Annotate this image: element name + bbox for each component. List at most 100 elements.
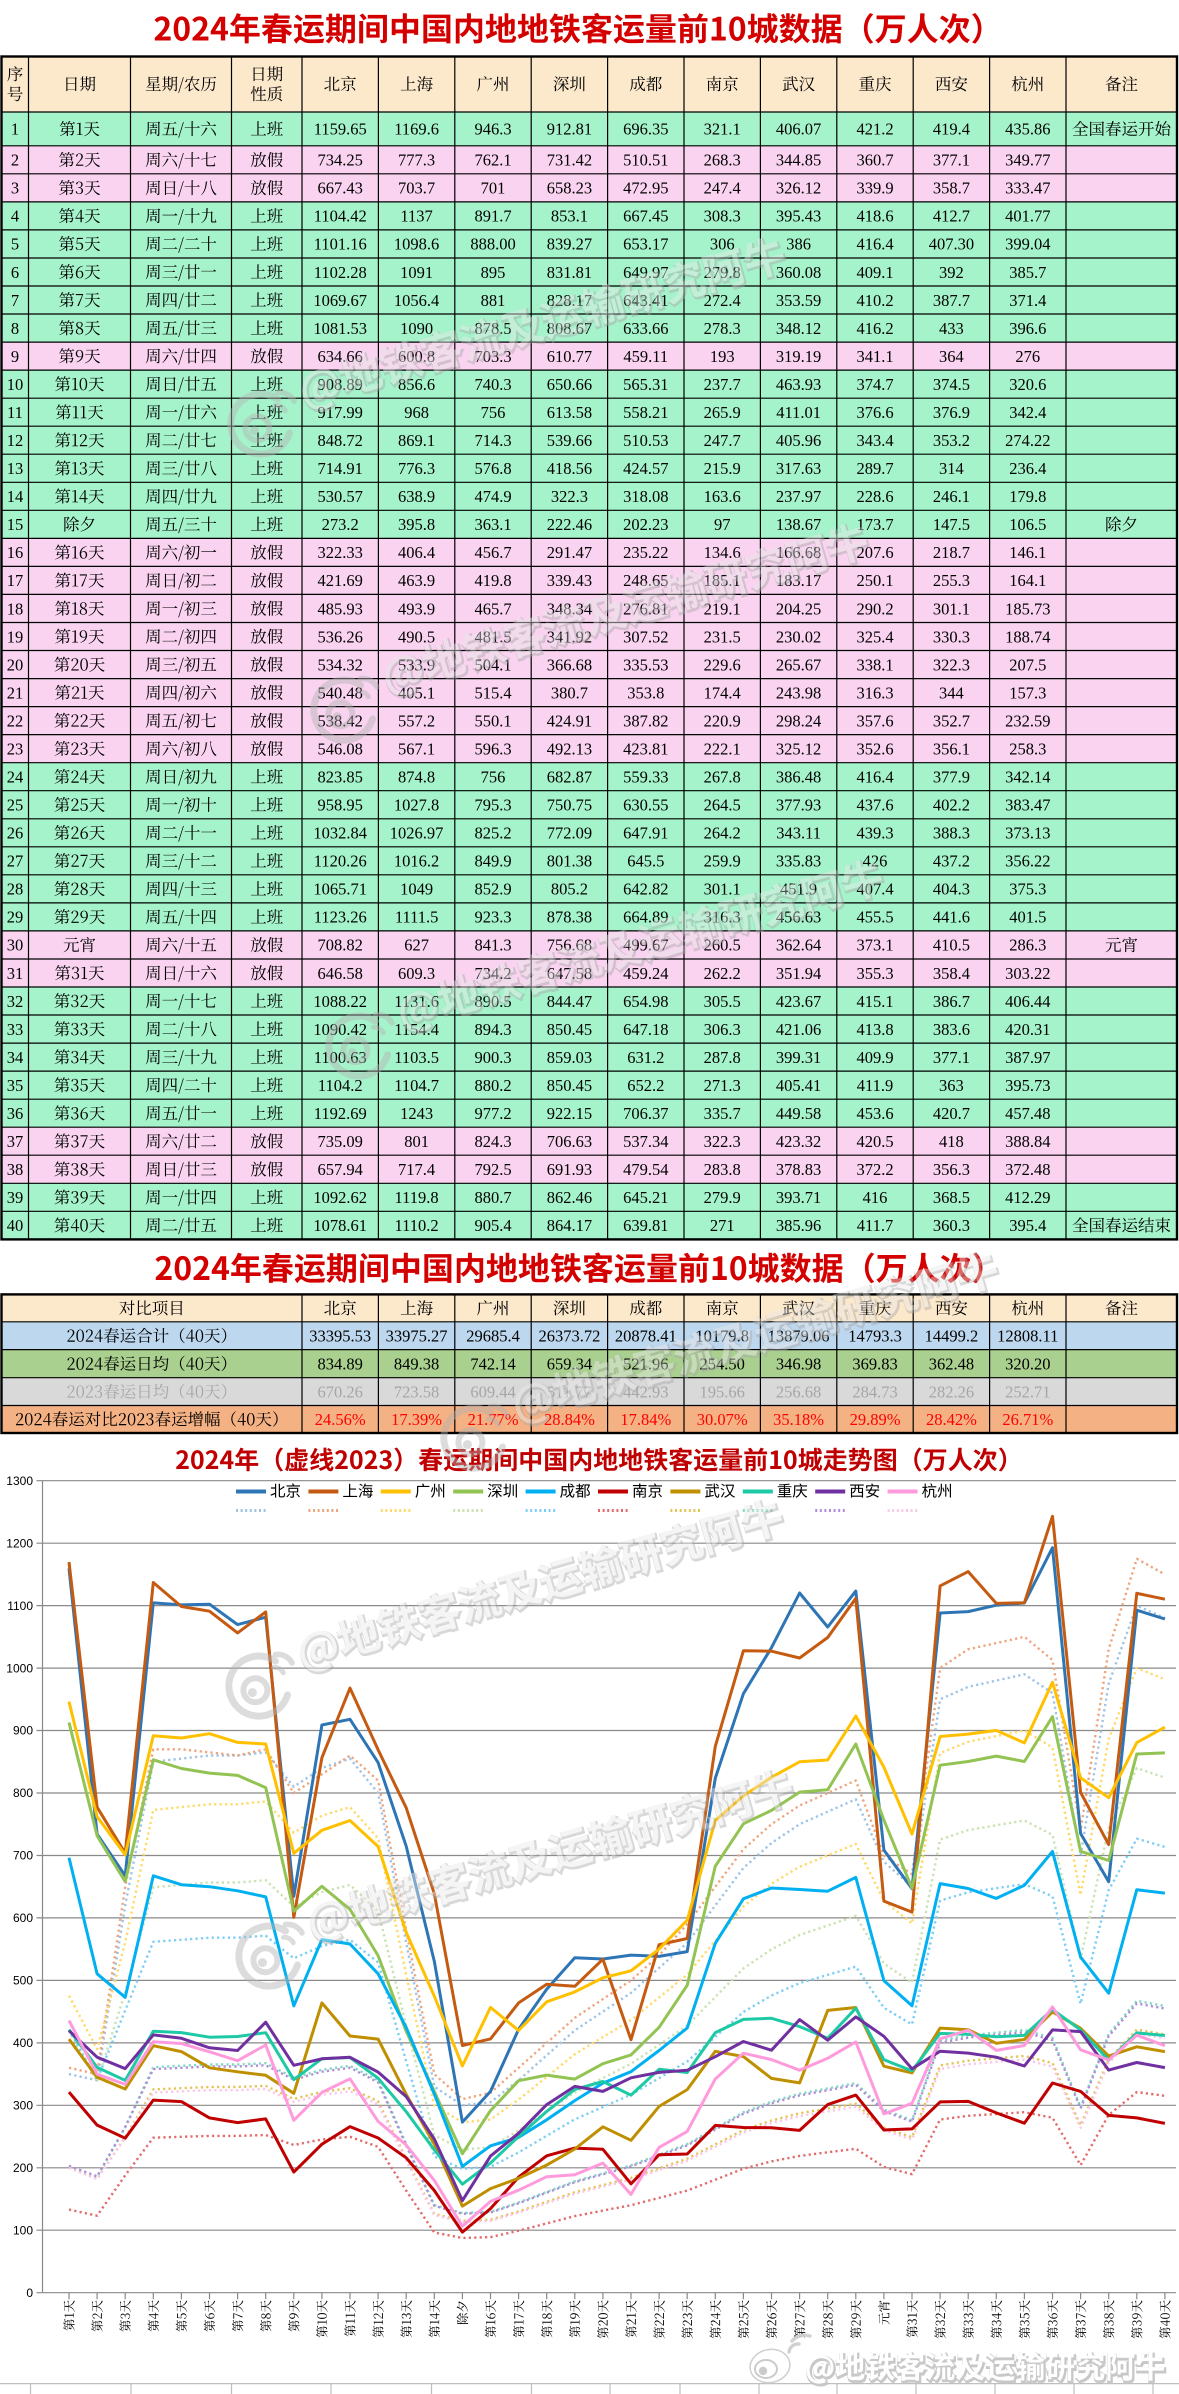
svg-text:900.3: 900.3 xyxy=(474,1048,511,1067)
svg-text:215.9: 215.9 xyxy=(704,459,741,478)
svg-text:376.9: 376.9 xyxy=(933,403,970,422)
svg-text:862.46: 862.46 xyxy=(547,1188,592,1207)
svg-text:353.8: 353.8 xyxy=(627,683,664,702)
svg-text:387.82: 387.82 xyxy=(623,711,668,730)
svg-text:380.7: 380.7 xyxy=(551,683,588,702)
svg-text:376.6: 376.6 xyxy=(856,403,893,422)
svg-text:1104.42: 1104.42 xyxy=(314,207,367,226)
svg-text:850.45: 850.45 xyxy=(547,1020,592,1039)
svg-text:416.4: 416.4 xyxy=(856,235,893,254)
svg-text:420.5: 420.5 xyxy=(856,1132,893,1151)
svg-text:1102.28: 1102.28 xyxy=(314,263,367,282)
svg-text:27: 27 xyxy=(7,852,24,871)
svg-text:670.26: 670.26 xyxy=(318,1382,363,1401)
svg-text:834.89: 834.89 xyxy=(318,1355,363,1374)
svg-text:25: 25 xyxy=(7,796,24,815)
svg-text:534.32: 534.32 xyxy=(318,655,363,674)
svg-text:237.97: 237.97 xyxy=(776,487,821,506)
svg-text:388.84: 388.84 xyxy=(1005,1132,1050,1151)
svg-text:373.1: 373.1 xyxy=(856,936,893,955)
svg-text:20: 20 xyxy=(7,655,24,674)
svg-text:229.6: 229.6 xyxy=(704,655,741,674)
svg-text:258.3: 258.3 xyxy=(1009,740,1046,759)
svg-text:373.13: 373.13 xyxy=(1005,824,1050,843)
svg-text:406.4: 406.4 xyxy=(398,543,435,562)
svg-text:1090.42: 1090.42 xyxy=(313,1020,367,1039)
svg-text:654.98: 654.98 xyxy=(623,992,668,1011)
svg-text:510.53: 510.53 xyxy=(623,431,668,450)
svg-text:100: 100 xyxy=(13,2223,33,2237)
svg-text:173.7: 173.7 xyxy=(856,515,893,534)
svg-text:317.63: 317.63 xyxy=(776,459,821,478)
svg-text:1119.8: 1119.8 xyxy=(395,1188,439,1207)
svg-text:734.25: 734.25 xyxy=(318,151,363,170)
svg-text:369.83: 369.83 xyxy=(852,1355,897,1374)
svg-text:231.5: 231.5 xyxy=(704,627,741,646)
svg-text:279.9: 279.9 xyxy=(704,1188,741,1207)
svg-text:271: 271 xyxy=(710,1216,735,1235)
svg-text:14: 14 xyxy=(7,487,24,506)
svg-text:325.4: 325.4 xyxy=(856,627,893,646)
svg-text:1104.2: 1104.2 xyxy=(318,1076,363,1095)
svg-text:536.26: 536.26 xyxy=(318,627,363,646)
svg-text:642.82: 642.82 xyxy=(623,880,668,899)
svg-text:363: 363 xyxy=(939,1076,964,1095)
svg-text:14499.2: 14499.2 xyxy=(925,1327,979,1346)
svg-text:5: 5 xyxy=(11,235,19,254)
svg-text:946.3: 946.3 xyxy=(474,120,511,139)
svg-text:267.8: 267.8 xyxy=(704,768,741,787)
svg-text:18: 18 xyxy=(7,599,24,618)
svg-text:659.34: 659.34 xyxy=(547,1355,592,1374)
svg-text:35: 35 xyxy=(7,1076,24,1095)
svg-text:559.33: 559.33 xyxy=(623,768,668,787)
svg-text:34: 34 xyxy=(7,1048,24,1067)
svg-text:416.4: 416.4 xyxy=(856,768,893,787)
svg-text:557.2: 557.2 xyxy=(398,711,435,730)
svg-text:360.7: 360.7 xyxy=(856,151,893,170)
svg-text:26: 26 xyxy=(7,824,24,843)
svg-text:37: 37 xyxy=(7,1132,24,1151)
svg-text:24.56%: 24.56% xyxy=(315,1410,366,1429)
svg-text:474.9: 474.9 xyxy=(474,487,511,506)
svg-text:490.5: 490.5 xyxy=(398,627,435,646)
svg-text:383.47: 383.47 xyxy=(1005,796,1050,815)
svg-text:459.11: 459.11 xyxy=(623,347,668,366)
svg-text:6: 6 xyxy=(11,263,19,282)
svg-text:164.1: 164.1 xyxy=(1009,571,1046,590)
svg-text:33395.53: 33395.53 xyxy=(309,1327,371,1346)
svg-text:360.3: 360.3 xyxy=(933,1216,970,1235)
svg-text:385.96: 385.96 xyxy=(776,1216,821,1235)
svg-text:12: 12 xyxy=(7,431,24,450)
svg-text:356.3: 356.3 xyxy=(933,1160,970,1179)
svg-text:510.51: 510.51 xyxy=(623,151,668,170)
svg-text:307.52: 307.52 xyxy=(623,627,668,646)
svg-text:874.8: 874.8 xyxy=(398,768,435,787)
svg-text:204.25: 204.25 xyxy=(776,599,821,618)
svg-text:706.63: 706.63 xyxy=(547,1132,592,1151)
svg-text:801: 801 xyxy=(404,1132,429,1151)
svg-text:540.48: 540.48 xyxy=(318,683,363,702)
svg-text:1032.84: 1032.84 xyxy=(313,824,367,843)
svg-text:1200: 1200 xyxy=(6,1536,33,1550)
svg-text:232.59: 232.59 xyxy=(1005,711,1050,730)
svg-text:342.14: 342.14 xyxy=(1005,768,1050,787)
svg-text:410.5: 410.5 xyxy=(933,936,970,955)
svg-text:1104.7: 1104.7 xyxy=(394,1076,439,1095)
svg-text:463.93: 463.93 xyxy=(776,375,821,394)
svg-text:652.2: 652.2 xyxy=(627,1076,664,1095)
svg-text:326.12: 326.12 xyxy=(776,179,821,198)
svg-text:410.2: 410.2 xyxy=(856,291,893,310)
svg-text:630.55: 630.55 xyxy=(623,796,668,815)
svg-text:314: 314 xyxy=(939,459,964,478)
svg-text:222.1: 222.1 xyxy=(704,740,741,759)
svg-text:538.42: 538.42 xyxy=(318,711,363,730)
svg-text:372.2: 372.2 xyxy=(856,1160,893,1179)
svg-text:409.9: 409.9 xyxy=(856,1048,893,1067)
svg-text:449.58: 449.58 xyxy=(776,1104,821,1123)
svg-text:1159.65: 1159.65 xyxy=(314,120,367,139)
svg-text:465.7: 465.7 xyxy=(474,599,511,618)
svg-text:667.43: 667.43 xyxy=(318,179,363,198)
svg-text:348.12: 348.12 xyxy=(776,319,821,338)
svg-text:3: 3 xyxy=(11,179,19,198)
svg-text:300: 300 xyxy=(13,2099,33,2113)
